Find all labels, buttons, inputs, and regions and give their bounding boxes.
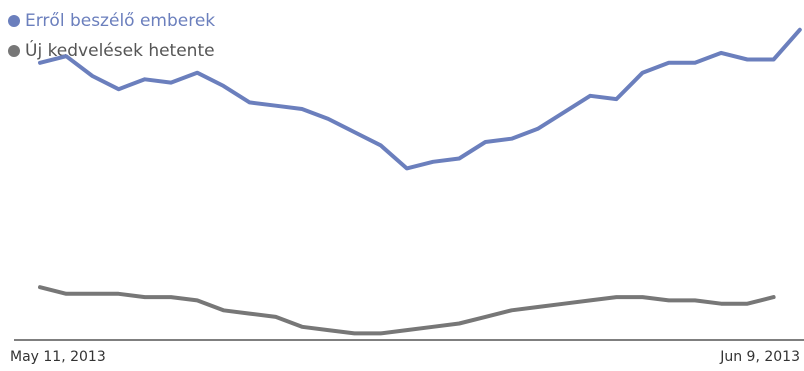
legend-marker-people-talking	[8, 15, 20, 27]
series-layer	[38, 27, 802, 336]
series-line-new-likes	[38, 285, 776, 336]
chart-legend: Erről beszélő emberek Új kedvelések hete…	[8, 6, 215, 66]
legend-label-new-likes: Új kedvelések hetente	[25, 40, 215, 61]
legend-marker-new-likes	[8, 45, 20, 57]
x-tick-label-end: Jun 9, 2013	[720, 349, 800, 365]
legend-label-people-talking: Erről beszélő emberek	[25, 10, 216, 31]
legend-item-new-likes[interactable]: Új kedvelések hetente	[8, 36, 215, 66]
series-line-people-talking	[38, 27, 802, 171]
legend-item-people-talking[interactable]: Erről beszélő emberek	[8, 6, 215, 36]
x-tick-label-start: May 11, 2013	[10, 349, 106, 365]
